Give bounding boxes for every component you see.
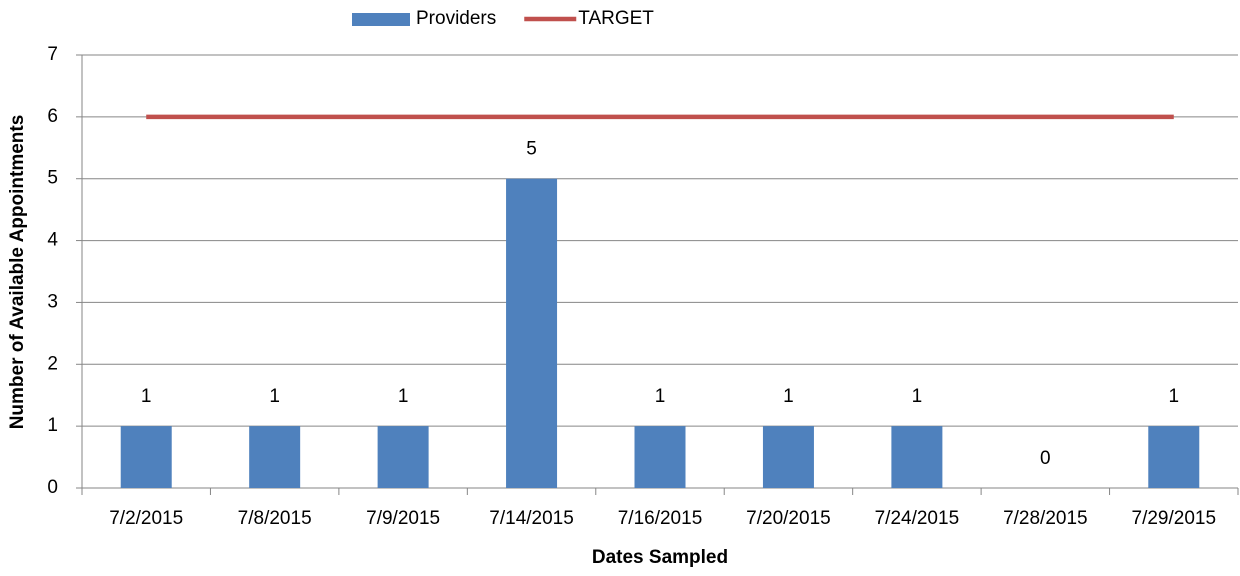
y-tick-label: 2 xyxy=(47,353,58,374)
x-tick-label: 7/14/2015 xyxy=(489,508,574,529)
bar xyxy=(891,426,943,488)
bar xyxy=(1148,426,1200,488)
x-tick-label: 7/8/2015 xyxy=(238,508,312,529)
x-axis-label: Dates Sampled xyxy=(592,547,728,568)
data-label: 5 xyxy=(526,139,537,160)
bar xyxy=(634,426,686,488)
y-tick-label: 4 xyxy=(47,230,58,251)
data-label: 1 xyxy=(141,386,152,407)
x-tick-label: 7/2/2015 xyxy=(109,508,183,529)
data-label: 1 xyxy=(783,386,794,407)
y-tick-label: 5 xyxy=(47,168,58,189)
x-tick-label: 7/24/2015 xyxy=(875,508,960,529)
legend-label: Providers xyxy=(416,8,496,29)
x-tick-label: 7/20/2015 xyxy=(746,508,831,529)
y-tick-label: 3 xyxy=(47,291,58,312)
legend-label: TARGET xyxy=(578,8,654,29)
y-tick-label: 0 xyxy=(47,477,58,498)
x-tick-label: 7/29/2015 xyxy=(1132,508,1217,529)
x-tick-label: 7/9/2015 xyxy=(366,508,440,529)
data-label: 1 xyxy=(269,386,280,407)
x-tick-label: 7/28/2015 xyxy=(1003,508,1088,529)
legend-swatch xyxy=(352,13,410,26)
data-label: 1 xyxy=(1168,386,1179,407)
data-label: 1 xyxy=(398,386,409,407)
y-tick-label: 7 xyxy=(47,44,58,65)
data-label: 0 xyxy=(1040,448,1051,469)
data-label: 1 xyxy=(912,386,923,407)
y-tick-label: 6 xyxy=(47,106,58,127)
bar xyxy=(120,426,172,488)
y-tick-label: 1 xyxy=(47,415,58,436)
x-tick-label: 7/16/2015 xyxy=(618,508,703,529)
bar xyxy=(249,426,301,488)
bar xyxy=(377,426,429,488)
bar xyxy=(506,178,558,488)
y-axis-label: Number of Available Appointments xyxy=(7,115,28,430)
bar xyxy=(762,426,814,488)
data-label: 1 xyxy=(655,386,666,407)
